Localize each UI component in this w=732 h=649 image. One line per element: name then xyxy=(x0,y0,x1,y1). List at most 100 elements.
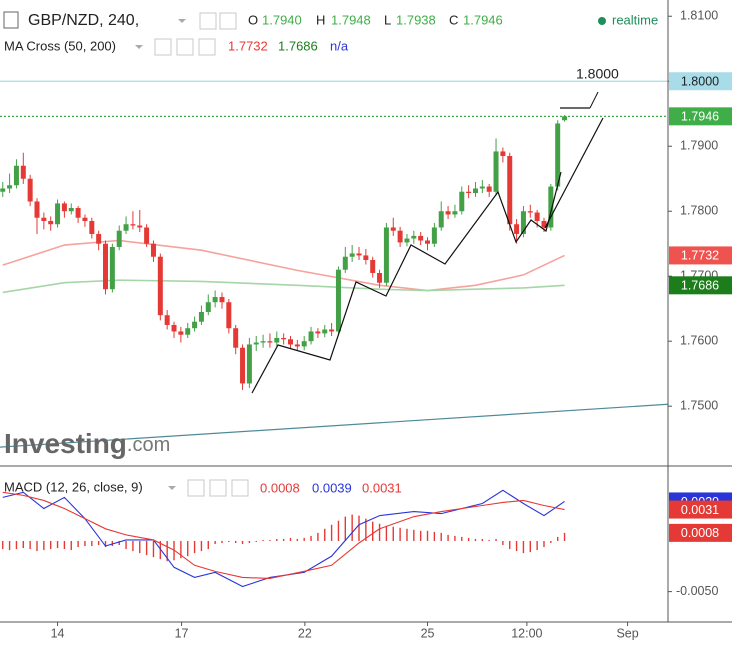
candle-body xyxy=(164,315,170,325)
candle-body xyxy=(240,347,246,384)
status: realtime xyxy=(612,12,658,27)
candle-body xyxy=(20,165,26,179)
candle-body xyxy=(342,256,348,270)
x-tick-label: 14 xyxy=(51,626,65,640)
indicator-value: 1.7686 xyxy=(278,38,318,53)
candle-body xyxy=(103,243,109,290)
candle-body xyxy=(68,207,74,212)
trendline xyxy=(0,403,669,448)
candle-body xyxy=(157,256,163,316)
candle-body xyxy=(404,238,410,243)
logo-name: Investing xyxy=(4,428,127,459)
candle-body xyxy=(287,339,293,345)
price-badge xyxy=(669,276,732,295)
candle-body xyxy=(555,123,561,187)
candle-body xyxy=(13,165,19,186)
macd-value: 0.0008 xyxy=(260,480,300,495)
collapse-icon[interactable] xyxy=(3,11,19,29)
candle-body xyxy=(363,255,369,260)
quote-label: O xyxy=(248,12,258,27)
candle-body xyxy=(493,151,499,192)
candle-body xyxy=(109,246,115,290)
price-badge xyxy=(669,246,732,265)
candle-body xyxy=(472,188,478,194)
candle-body xyxy=(377,272,383,283)
annotation-zigzag xyxy=(251,171,562,394)
settings-icon[interactable] xyxy=(209,479,227,497)
quote-value: 1.7940 xyxy=(262,12,302,27)
macd-value: 0.0031 xyxy=(362,480,402,495)
candle-body xyxy=(212,297,218,303)
candle-body xyxy=(500,151,506,156)
status-dot xyxy=(598,17,606,25)
dropdown-arrow[interactable] xyxy=(178,19,186,23)
candle-body xyxy=(479,186,485,189)
candle-body xyxy=(322,329,328,334)
candle-body xyxy=(431,227,437,244)
candle-body xyxy=(349,253,355,257)
x-tick-label: 12:00 xyxy=(511,626,542,640)
candle-body xyxy=(335,269,341,332)
candle-body xyxy=(246,344,252,384)
y-tick-label: 1.7900 xyxy=(680,139,718,153)
candle-body xyxy=(48,220,54,225)
candle-body xyxy=(301,341,307,347)
candle-body xyxy=(233,328,239,348)
candle-body xyxy=(34,201,40,218)
macd-line xyxy=(2,489,565,588)
candle-body xyxy=(507,155,513,225)
macd-line xyxy=(2,491,565,579)
price-badge-label: 1.7946 xyxy=(681,110,719,124)
annotation-pointer xyxy=(589,91,599,109)
price-badge xyxy=(669,523,732,542)
dropdown-arrow[interactable] xyxy=(168,486,176,490)
candle-body xyxy=(356,253,362,256)
candle-body xyxy=(55,203,61,225)
axes: 1.81001.80001.79001.78001.77001.76001.75… xyxy=(51,9,732,640)
settings-icon[interactable] xyxy=(219,12,237,30)
price-badge-label: 0.0008 xyxy=(681,526,719,540)
price-badge xyxy=(669,107,732,126)
indicator-title: MA Cross (50, 200) xyxy=(4,38,116,53)
price-badge-label: 1.7686 xyxy=(681,279,719,293)
logo-suffix: .com xyxy=(127,434,170,456)
x-tick-label: 22 xyxy=(298,626,312,640)
visibility-icon[interactable] xyxy=(199,12,217,30)
candle-body xyxy=(185,328,191,335)
remove-icon[interactable] xyxy=(231,479,249,497)
price-badge-label: 0.0031 xyxy=(681,503,719,517)
symbol-title: GBP/NZD, 240, xyxy=(28,12,139,29)
candle-body xyxy=(294,344,300,347)
candle-body xyxy=(82,217,88,221)
settings-icon[interactable] xyxy=(176,38,194,56)
candle-body xyxy=(89,220,95,234)
quote-label: H xyxy=(316,12,325,27)
candle-body xyxy=(41,217,47,221)
quote-label: C xyxy=(449,12,458,27)
candle-body xyxy=(130,224,136,226)
annotation-label: 1.8000 xyxy=(576,66,619,82)
x-tick-label: 17 xyxy=(175,626,189,640)
remove-icon[interactable] xyxy=(198,38,216,56)
candle-body xyxy=(0,188,6,192)
visibility-icon[interactable] xyxy=(154,38,172,56)
candle-body xyxy=(418,235,424,241)
candle-body xyxy=(274,337,280,343)
candle-body xyxy=(383,227,389,283)
dropdown-arrow[interactable] xyxy=(135,45,143,49)
candle-body xyxy=(260,341,266,343)
candle-body xyxy=(459,191,465,212)
indicator-value: n/a xyxy=(330,38,349,53)
candle-body xyxy=(452,211,458,215)
candle-body xyxy=(425,240,431,244)
candle-body xyxy=(520,211,526,234)
y-tick-label: -0.0050 xyxy=(676,584,718,598)
candle-body xyxy=(562,116,568,121)
visibility-icon[interactable] xyxy=(187,479,205,497)
annotation-channel xyxy=(544,117,604,229)
price-badge-label: 1.7732 xyxy=(681,249,719,263)
candle-body xyxy=(253,342,259,345)
logo: Investing.com xyxy=(4,428,170,459)
